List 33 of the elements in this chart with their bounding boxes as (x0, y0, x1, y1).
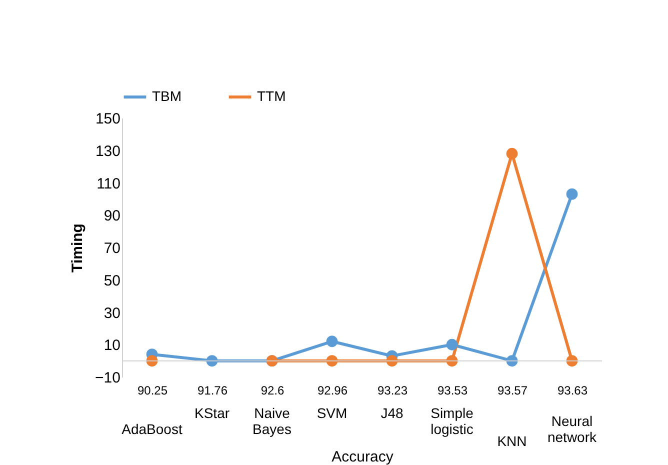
y-tick-label: 10 (104, 337, 120, 354)
y-tick-label: 90 (104, 208, 120, 225)
y-tick-label: 110 (96, 175, 120, 192)
x-tick-label: 93.23 (377, 384, 408, 398)
y-tick-label: 150 (95, 110, 120, 128)
x-tick-label: 93.63 (557, 384, 588, 398)
text: J48 (380, 405, 404, 421)
x-tick-label: 90.25 (137, 384, 168, 398)
point (566, 188, 578, 200)
legend-label: TBM (152, 88, 182, 104)
point (446, 338, 458, 350)
x-tick-label: 91.76 (197, 384, 228, 398)
y-tick-label: 30 (104, 304, 120, 322)
point (326, 336, 338, 348)
y-tick-label: 130 (95, 142, 120, 160)
y-tick-label: 50 (104, 272, 120, 290)
text: KNN (497, 433, 527, 449)
x-tick-label: 92.6 (260, 384, 284, 398)
text: Simple logistic (430, 405, 474, 437)
legend-label: TTM (257, 88, 286, 104)
x-tick-label: 93.57 (497, 384, 528, 398)
text: KStar (194, 405, 230, 421)
point (506, 148, 518, 160)
text: Neural network (547, 413, 598, 445)
y-axis-title: Timing (69, 224, 86, 272)
x-tick-label: 93.53 (437, 384, 468, 398)
text: AdaBoost (122, 421, 182, 437)
x-axis-title: Accuracy (332, 448, 394, 465)
text: Naive Bayes (252, 405, 292, 437)
text: SVM (316, 405, 348, 421)
y-tick-label: 70 (104, 240, 120, 257)
y-tick-label: −10 (95, 370, 120, 386)
x-tick-label: 92.96 (317, 384, 348, 398)
